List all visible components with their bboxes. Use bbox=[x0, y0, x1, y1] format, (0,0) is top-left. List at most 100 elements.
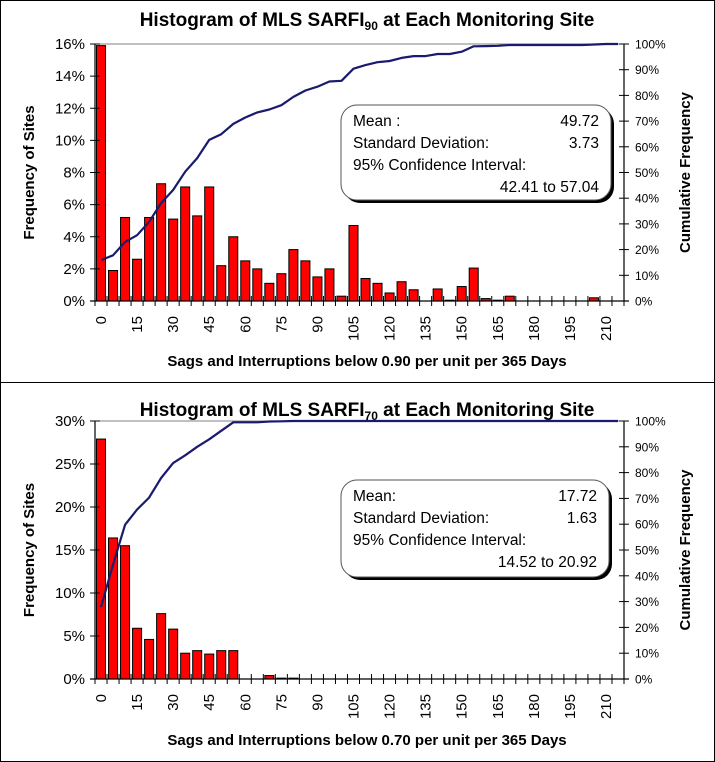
bar-50 bbox=[216, 650, 227, 680]
x-tick-label: 90 bbox=[309, 316, 326, 333]
bar-45 bbox=[204, 186, 215, 302]
stats-value: 49.72 bbox=[560, 113, 599, 130]
x-tick-label: 30 bbox=[165, 316, 182, 333]
x-tick-label: 105 bbox=[345, 316, 362, 341]
y2-tick-label: 60% bbox=[635, 518, 659, 532]
x-tick-label: 15 bbox=[129, 316, 146, 333]
bar-series bbox=[96, 438, 299, 680]
x-tick-label: 180 bbox=[526, 316, 543, 341]
bar-0 bbox=[96, 45, 107, 302]
y2-tick-label: 50% bbox=[635, 166, 659, 180]
y-tick-label: 15% bbox=[55, 542, 85, 559]
bar-15 bbox=[132, 258, 143, 302]
x-tick-label: 60 bbox=[237, 316, 254, 333]
bar-5 bbox=[108, 537, 119, 680]
chart-panel-1: Histogram of MLS SARFI90 at Each Monitor… bbox=[21, 10, 694, 370]
y2-axis-label: Cumulative Frequency bbox=[677, 91, 694, 253]
bar-25 bbox=[156, 183, 167, 302]
bar-70 bbox=[264, 282, 275, 302]
stats-box-frame bbox=[340, 104, 612, 201]
stats-label: 95% Confidence Interval: bbox=[353, 532, 526, 549]
bar-0 bbox=[96, 438, 107, 680]
x-tick-label: 90 bbox=[309, 694, 326, 711]
bar-80 bbox=[288, 249, 299, 302]
y2-tick-label: 0% bbox=[635, 295, 653, 309]
x-tick-label: 105 bbox=[345, 694, 362, 719]
bar-25 bbox=[156, 613, 167, 680]
stats-value: 14.52 to 20.92 bbox=[498, 554, 597, 571]
x-tick-label: 165 bbox=[490, 316, 507, 341]
bar-125 bbox=[396, 281, 407, 302]
bar-35 bbox=[180, 186, 191, 302]
y-tick-label: 30% bbox=[55, 413, 85, 430]
x-tick-label: 150 bbox=[454, 694, 471, 719]
y2-tick-label: 40% bbox=[635, 569, 659, 583]
y-tick-label: 6% bbox=[63, 197, 85, 214]
x-tick-label: 75 bbox=[273, 694, 290, 711]
y2-tick-label: 30% bbox=[635, 595, 659, 609]
x-tick-label: 30 bbox=[165, 694, 182, 711]
bar-65 bbox=[252, 268, 263, 302]
stats-label: 95% Confidence Interval: bbox=[353, 157, 526, 174]
bar-140 bbox=[432, 288, 443, 302]
x-tick-label: 180 bbox=[526, 694, 543, 719]
y-tick-label: 20% bbox=[55, 499, 85, 516]
y2-tick-label: 60% bbox=[635, 140, 659, 154]
y2-tick-label: 30% bbox=[635, 217, 659, 231]
stats-label: Mean : bbox=[353, 113, 400, 130]
y2-tick-label: 80% bbox=[635, 89, 659, 103]
bar-95 bbox=[324, 268, 335, 302]
x-tick-label: 195 bbox=[562, 694, 579, 719]
bar-115 bbox=[372, 282, 383, 302]
chart-title-main: Histogram of MLS SARFI bbox=[140, 400, 365, 421]
y-axis-label: Frequency of Sites bbox=[21, 105, 38, 239]
y-tick-label: 8% bbox=[63, 165, 85, 182]
x-axis-label: Sags and Interruptions below 0.70 per un… bbox=[167, 732, 566, 749]
y-tick-label: 0% bbox=[63, 671, 85, 688]
x-tick-label: 150 bbox=[454, 316, 471, 341]
x-tick-label: 75 bbox=[273, 316, 290, 333]
stats-value: 1.63 bbox=[567, 510, 597, 527]
bar-60 bbox=[240, 260, 251, 302]
stats-value: 42.41 to 57.04 bbox=[500, 179, 599, 196]
y2-tick-label: 20% bbox=[635, 621, 659, 635]
chart-title-suffix: at Each Monitoring Site bbox=[378, 400, 594, 421]
cumulative-frequency-line bbox=[100, 42, 618, 262]
y2-tick-label: 70% bbox=[635, 492, 659, 506]
bar-150 bbox=[456, 286, 467, 302]
x-tick-label: 135 bbox=[418, 694, 435, 719]
stats-label: Standard Deviation: bbox=[353, 135, 489, 152]
y-tick-label: 0% bbox=[63, 293, 85, 310]
bar-30 bbox=[168, 218, 179, 302]
x-tick-label: 45 bbox=[201, 694, 218, 711]
y2-tick-label: 0% bbox=[635, 673, 653, 687]
chart-title-subscript: 70 bbox=[365, 409, 379, 423]
y2-tick-label: 50% bbox=[635, 544, 659, 558]
y-axis-label: Frequency of Sites bbox=[21, 483, 38, 617]
bar-20 bbox=[144, 638, 155, 680]
chart-title: Histogram of MLS SARFI70 at Each Monitor… bbox=[140, 400, 595, 423]
stats-value: 17.72 bbox=[558, 488, 597, 505]
y2-tick-label: 80% bbox=[635, 466, 659, 480]
y-tick-label: 10% bbox=[55, 132, 85, 149]
x-tick-label: 120 bbox=[382, 316, 399, 341]
x-axis-label: Sags and Interruptions below 0.90 per un… bbox=[167, 353, 566, 370]
y-tick-label: 14% bbox=[55, 68, 85, 85]
chart-title: Histogram of MLS SARFI90 at Each Monitor… bbox=[140, 10, 595, 33]
x-tick-label: 120 bbox=[382, 694, 399, 719]
bar-105 bbox=[348, 225, 359, 302]
cumulative-frequency-line bbox=[99, 419, 618, 608]
bar-90 bbox=[312, 276, 323, 302]
chart-panel-2: Histogram of MLS SARFI70 at Each Monitor… bbox=[21, 400, 694, 749]
stats-box: Mean: 17.72 Standard Deviation: 1.63 95% Con… bbox=[340, 479, 612, 580]
bar-75 bbox=[276, 273, 287, 302]
y2-tick-label: 10% bbox=[635, 269, 659, 283]
x-tick-label: 195 bbox=[562, 316, 579, 341]
y2-tick-label: 20% bbox=[635, 243, 659, 257]
stats-box: Mean : 49.72 Standard Deviation: 3.73 95% Co… bbox=[340, 104, 614, 203]
y-tick-label: 5% bbox=[63, 628, 85, 645]
bar-40 bbox=[192, 215, 203, 302]
bar-10 bbox=[120, 545, 131, 680]
y-tick-label: 12% bbox=[55, 100, 85, 117]
bar-5 bbox=[108, 269, 119, 302]
